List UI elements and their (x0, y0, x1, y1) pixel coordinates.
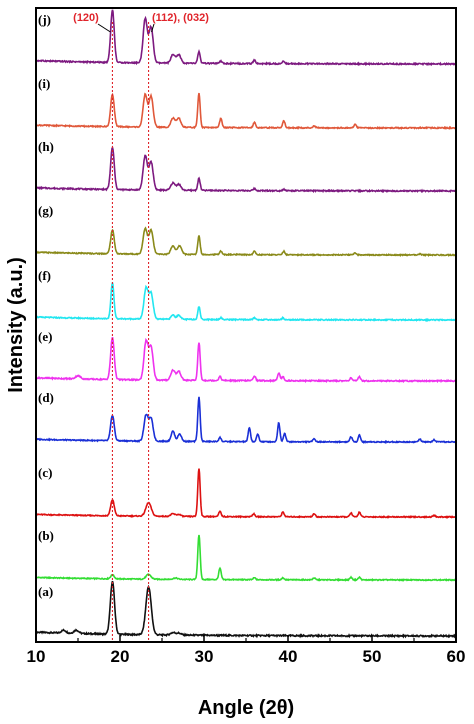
y-axis-title: Intensity (a.u.) (5, 257, 27, 393)
panel-label-j: (j) (38, 12, 51, 27)
panel-label-b: (b) (38, 528, 54, 543)
x-tick-label: 20 (111, 647, 130, 666)
series-line-c (35, 468, 457, 519)
series-line-g (35, 226, 457, 257)
series-line-b (35, 534, 457, 582)
series-line-f (35, 282, 457, 323)
series-line-d (35, 396, 457, 445)
peak-label-112-032: (112), (032) (152, 12, 209, 24)
peak-label-leader-1 (97, 23, 111, 33)
series-line-i (35, 92, 457, 131)
panel-label-g: (g) (38, 203, 53, 218)
x-tick-label: 60 (447, 647, 466, 666)
panel-label-e: (e) (38, 329, 52, 344)
panel-label-c: (c) (38, 465, 52, 480)
series-line-j (35, 9, 457, 67)
reference-lines (111, 22, 150, 642)
x-tick-label: 50 (363, 647, 382, 666)
panel-label-a: (a) (38, 584, 53, 599)
peak-label-120: (120) (73, 12, 99, 24)
series-line-e (35, 337, 457, 384)
plot-frame (35, 7, 457, 643)
peak-label-leader-2 (151, 23, 155, 33)
x-tick-label: 10 (27, 647, 46, 666)
x-tick-label: 30 (195, 647, 214, 666)
x-tick-label: 40 (279, 647, 298, 666)
x-axis-ticks: 10 20 30 40 50 60 (27, 635, 466, 666)
panel-label-f: (f) (38, 268, 51, 283)
series-line-a (35, 580, 457, 639)
panel-label-h: (h) (38, 139, 54, 154)
panel-label-d: (d) (38, 390, 54, 405)
panel-labels: (a) (b) (c) (d) (e) (f) (g) (h) (i) (j) (38, 12, 54, 599)
peak-labels: (120) (112), (032) (73, 12, 209, 33)
x-axis-title: Angle (2θ) (198, 697, 294, 719)
panel-label-i: (i) (38, 76, 50, 91)
series-traces (35, 9, 457, 639)
series-line-h (35, 145, 457, 194)
